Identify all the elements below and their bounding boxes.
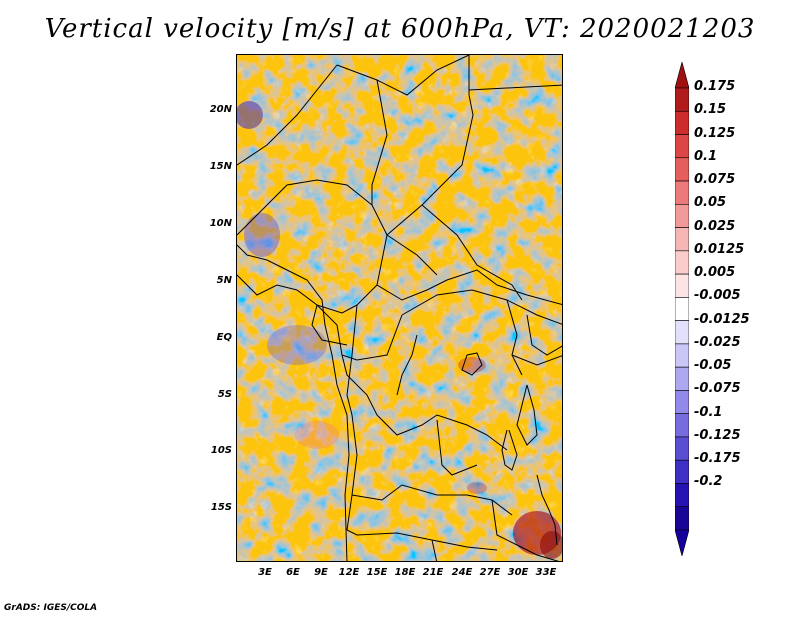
lon-label-30e: 30E xyxy=(507,567,529,578)
lat-label-10s: 10S xyxy=(210,445,232,456)
lon-label-3e: 3E xyxy=(258,567,272,578)
map-canvas xyxy=(237,55,562,561)
colorbar-swatch xyxy=(675,506,689,531)
colorbar-tick-label: 0.1 xyxy=(694,148,718,164)
lon-label-18e: 18E xyxy=(394,567,416,578)
colorbar-swatch xyxy=(675,366,689,391)
lon-label-24e: 24E xyxy=(451,567,473,578)
lat-label-10n: 10N xyxy=(209,218,232,229)
lon-label-33e: 33E xyxy=(535,567,557,578)
colorbar xyxy=(675,62,689,556)
lat-label-eq: EQ xyxy=(216,332,232,343)
lon-label-27e: 27E xyxy=(479,567,501,578)
colorbar-tick-label: 0.05 xyxy=(694,195,727,211)
colorbar-swatch xyxy=(675,436,689,461)
lon-label-15e: 15E xyxy=(366,567,388,578)
colorbar-swatch xyxy=(675,157,689,182)
lon-label-6e: 6E xyxy=(286,567,300,578)
colorbar-top-cap xyxy=(675,62,689,89)
colorbar-tick-label: 0.175 xyxy=(694,79,736,94)
colorbar-swatch xyxy=(675,87,689,112)
colorbar-swatch xyxy=(675,227,689,252)
colorbar-swatch xyxy=(675,134,689,159)
colorbar-tick-label: -0.075 xyxy=(694,381,741,397)
colorbar-swatch xyxy=(675,204,689,228)
colorbar-swatch xyxy=(675,297,689,321)
colorbar-swatch xyxy=(675,180,689,205)
colorbar-tick-label: 0.005 xyxy=(694,265,736,281)
colorbar-tick-label: 0.075 xyxy=(694,172,736,188)
colorbar-swatch xyxy=(675,273,689,298)
colorbar-tick-label: -0.1 xyxy=(694,404,723,420)
colorbar-swatch xyxy=(675,483,689,508)
colorbar-tick-label: -0.125 xyxy=(694,427,741,443)
colorbar-tick-label: 0.15 xyxy=(694,102,727,118)
colorbar-swatch xyxy=(675,110,689,135)
colorbar-tick-label: -0.2 xyxy=(694,474,723,490)
strong-updraft-patches xyxy=(295,357,562,559)
colorbar-tick-label: -0.0125 xyxy=(694,311,750,327)
colorbar-swatch xyxy=(675,390,689,414)
lat-label-20n: 20N xyxy=(209,104,232,115)
colorbar-tick-label: -0.005 xyxy=(694,288,741,304)
lon-label-21e: 21E xyxy=(422,567,444,578)
plot-title: Vertical velocity [m/s] at 600hPa, VT: 2… xyxy=(44,14,756,44)
strong-downdraft-patches xyxy=(237,101,327,365)
colorbar-swatch xyxy=(675,413,689,438)
colorbar-swatch xyxy=(675,320,689,345)
lat-label-15s: 15S xyxy=(210,502,232,513)
country-borders xyxy=(237,55,562,561)
field-texture xyxy=(237,55,562,561)
colorbar-bottom-cap xyxy=(675,529,689,556)
lon-label-9e: 9E xyxy=(314,567,328,578)
grads-credit: GrADS: IGES/COLA xyxy=(4,603,98,613)
colorbar-tick-label: -0.05 xyxy=(694,358,732,374)
colorbar-tick-label: 0.125 xyxy=(694,125,736,141)
lat-label-5n: 5N xyxy=(216,275,232,286)
lat-label-15n: 15N xyxy=(209,161,232,172)
colorbar-swatch xyxy=(675,343,689,368)
colorbar-tick-label: -0.025 xyxy=(694,334,741,350)
lat-label-5s: 5S xyxy=(217,389,232,400)
colorbar-tick-label: 0.0125 xyxy=(694,241,745,257)
colorbar-swatch xyxy=(675,459,689,484)
lon-label-12e: 12E xyxy=(338,567,360,578)
colorbar-tick-label: -0.175 xyxy=(694,451,741,467)
colorbar-swatch xyxy=(675,250,689,275)
colorbar-tick-label: 0.025 xyxy=(694,218,736,234)
velocity-map[interactable] xyxy=(236,54,563,562)
